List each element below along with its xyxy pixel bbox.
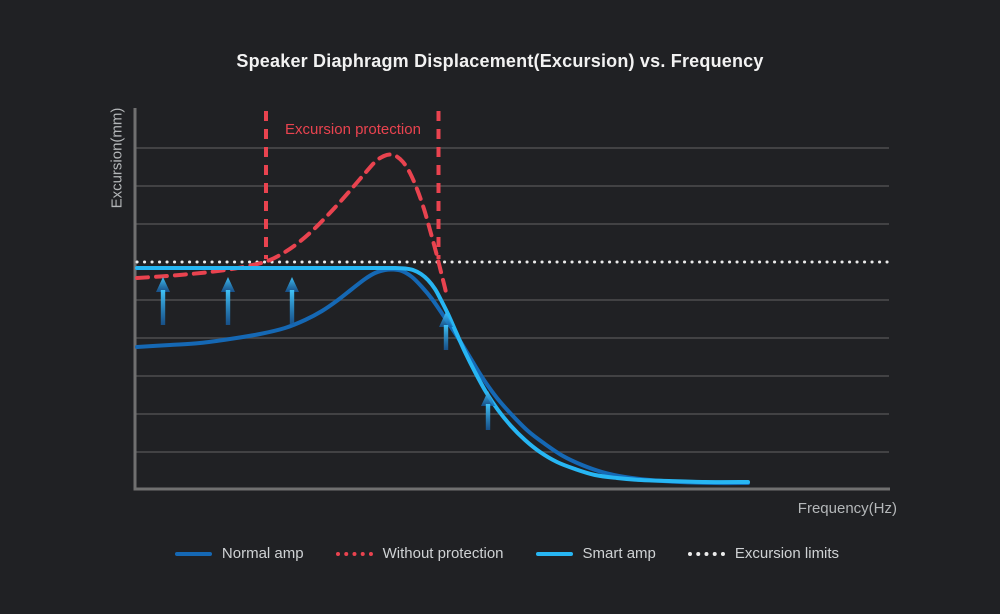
smart-amp-line-swatch <box>535 551 573 556</box>
y-axis-label: Excursion(mm) <box>108 107 126 209</box>
legend-label: Normal amp <box>221 545 304 562</box>
normal-amp-line-swatch <box>174 551 212 556</box>
chart-title: Speaker Diaphragm Displacement(Excursion… <box>236 51 764 71</box>
legend-item-normal-amp: Normal amp <box>174 545 304 562</box>
legend-item-smart-amp: Smart amp <box>535 545 656 562</box>
legend-label: Excursion limits <box>734 545 840 562</box>
x-axis-label: Frequency(Hz) <box>797 500 897 517</box>
legend-label: Without protection <box>382 545 504 562</box>
excursion-protection-annotation: Excursion protection <box>285 121 421 138</box>
without-protection-dotted-swatch <box>335 551 373 556</box>
legend-item-without-protection: Without protection <box>335 545 504 562</box>
legend-label: Smart amp <box>582 545 656 562</box>
excursion-limits-dotted-swatch <box>687 551 725 556</box>
legend-item-excursion-limits: Excursion limits <box>687 545 840 562</box>
chart-legend: Normal amp Without protection Smart amp … <box>0 545 1000 562</box>
